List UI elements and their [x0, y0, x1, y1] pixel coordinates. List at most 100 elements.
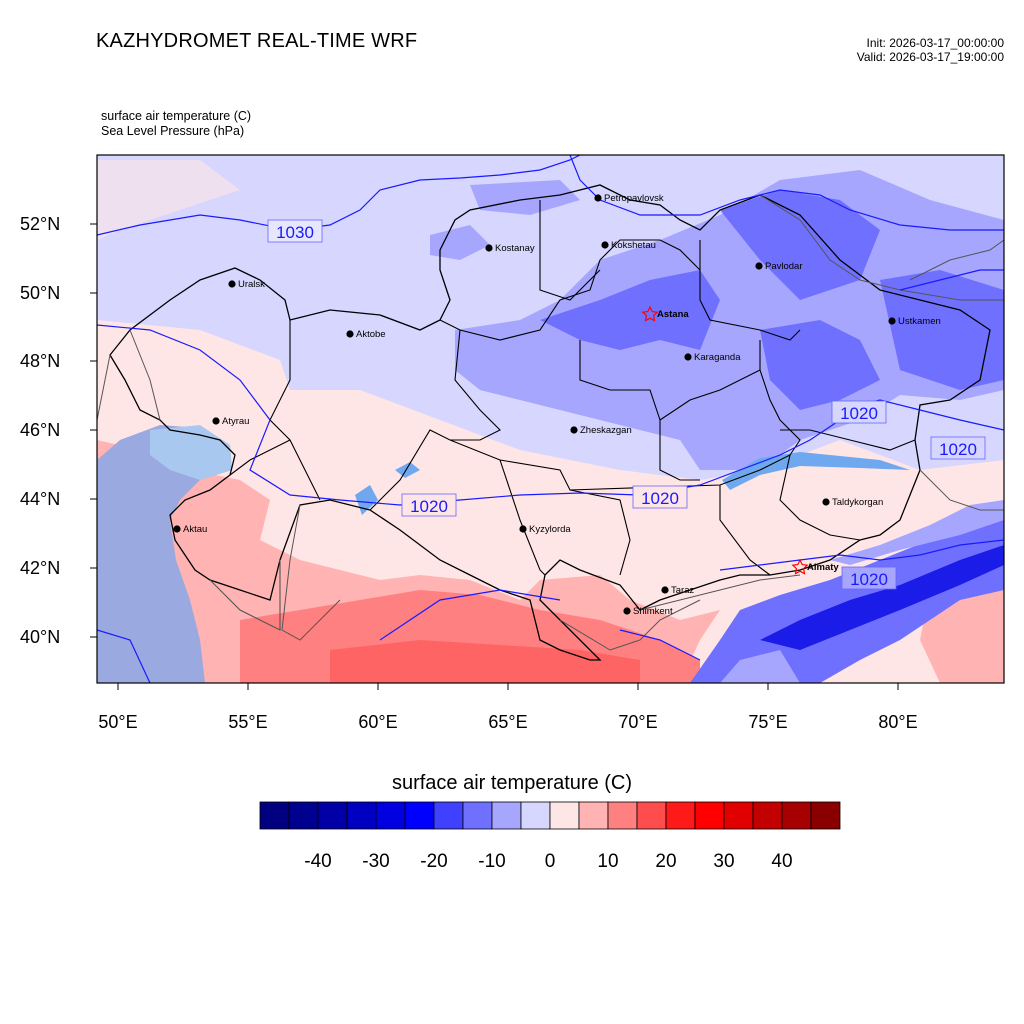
- colorbar-swatch: [520, 801, 551, 830]
- lat-label: 40°N: [20, 627, 60, 647]
- isobar-label-1020: 1020: [401, 493, 457, 517]
- colorbar-swatch: [665, 801, 696, 830]
- longitude-labels: 50°E 55°E 60°E 65°E 70°E 75°E 80°E: [98, 712, 917, 732]
- colorbar-swatch: [549, 801, 580, 830]
- colorbar-tick-label: -10: [478, 851, 505, 872]
- colorbar: [259, 801, 841, 830]
- city-zheskazgan: Zheskazgan: [570, 425, 632, 436]
- colorbar-tick-labels: -40 -30 -20 -10 0 10 20 30 40: [304, 851, 792, 872]
- variable-legend: surface air temperature (C) Sea Level Pr…: [101, 109, 251, 139]
- isobar-label-text: 1020: [840, 404, 878, 423]
- lon-label: 55°E: [228, 712, 267, 732]
- capital-star-icon: [641, 305, 659, 322]
- city-pavlodar: Pavlodar: [755, 261, 803, 272]
- city-astana: Astana: [641, 305, 689, 322]
- city-almaty: Almaty: [791, 558, 839, 575]
- colorbar-swatch: [317, 801, 348, 830]
- svg-text:Taldykorgan: Taldykorgan: [832, 497, 883, 508]
- svg-text:Uralsk: Uralsk: [238, 279, 265, 290]
- city-uralsk: Uralsk: [228, 279, 265, 290]
- lon-label: 50°E: [98, 712, 137, 732]
- colorbar-swatch: [375, 801, 406, 830]
- lat-label: 48°N: [20, 351, 60, 371]
- isobar-label-text: 1020: [410, 497, 448, 516]
- colorbar-tick-label: 30: [713, 851, 734, 872]
- svg-text:Atyrau: Atyrau: [222, 416, 249, 427]
- lat-label: 50°N: [20, 283, 60, 303]
- colorbar-tick-label: 10: [597, 851, 618, 872]
- colorbar-swatch: [810, 801, 841, 830]
- city-taraz: Taraz: [661, 585, 694, 596]
- svg-text:Taraz: Taraz: [671, 585, 694, 596]
- svg-text:Zheskazgan: Zheskazgan: [580, 425, 632, 436]
- city-karaganda: Karaganda: [684, 352, 741, 363]
- colorbar-swatch: [404, 801, 435, 830]
- colorbar-tick-label: -40: [304, 851, 331, 872]
- colorbar-swatch: [578, 801, 609, 830]
- colorbar-swatch: [491, 801, 522, 830]
- colorbar-swatch: [259, 801, 290, 830]
- lat-label: 46°N: [20, 420, 60, 440]
- lat-label: 42°N: [20, 558, 60, 578]
- city-markers: Petropavlovsk Kostanay Kokshetau Pavloda…: [173, 193, 941, 617]
- latitude-axis: [90, 223, 97, 638]
- city-ustkamen: Ustkamen: [888, 316, 941, 327]
- svg-text:Kyzylorda: Kyzylorda: [529, 524, 571, 535]
- isobar-labels: 1030 1020 1020 1020 1020 1020: [267, 219, 986, 590]
- svg-text:Astana: Astana: [657, 309, 689, 320]
- colorbar-tick-label: 20: [655, 851, 676, 872]
- city-kyzylorda: Kyzylorda: [519, 524, 571, 535]
- svg-text:Karaganda: Karaganda: [694, 352, 741, 363]
- city-taldykorgan: Taldykorgan: [822, 497, 883, 508]
- svg-text:Aktau: Aktau: [183, 524, 207, 535]
- colorbar-swatch: [694, 801, 725, 830]
- map-frame: [96, 154, 1005, 684]
- lon-label: 70°E: [618, 712, 657, 732]
- colorbar-swatch: [288, 801, 319, 830]
- svg-text:Kokshetau: Kokshetau: [611, 240, 656, 251]
- colorbar-swatch: [607, 801, 638, 830]
- colorbar-tick-label: 0: [545, 851, 556, 872]
- isobar-label-1020: 1020: [841, 566, 897, 590]
- colorbar-swatch: [433, 801, 464, 830]
- colorbar-title: surface air temperature (C): [391, 772, 633, 794]
- svg-text:Almaty: Almaty: [807, 562, 839, 573]
- isobar-label-text: 1020: [939, 440, 977, 459]
- map-title: KAZHYDROMET REAL-TIME WRF: [96, 30, 418, 52]
- isobar-label-1020: 1020: [831, 400, 887, 424]
- city-atyrau: Atyrau: [212, 416, 249, 427]
- lon-label: 75°E: [748, 712, 787, 732]
- lat-label: 52°N: [20, 214, 60, 234]
- isobar-label-1020: 1020: [930, 436, 986, 460]
- lon-label: 65°E: [488, 712, 527, 732]
- latitude-labels: 52°N 50°N 48°N 46°N 44°N 42°N 40°N: [20, 214, 60, 647]
- svg-text:Ustkamen: Ustkamen: [898, 316, 941, 327]
- svg-text:Kostanay: Kostanay: [495, 243, 535, 254]
- run-time-info: Init: 2026-03-17_00:00:00 Valid: 2026-03…: [857, 36, 1004, 64]
- city-petropavlovsk: Petropavlovsk: [594, 193, 664, 204]
- svg-text:Shimkent: Shimkent: [633, 606, 673, 617]
- borders: [97, 184, 1004, 661]
- colorbar-tick-label: -30: [362, 851, 389, 872]
- variable-pressure-label: Sea Level Pressure (hPa): [101, 124, 245, 138]
- colorbar-swatch: [723, 801, 754, 830]
- colorbar-swatch: [781, 801, 812, 830]
- isobar-label-1020: 1020: [632, 485, 688, 509]
- colorbar-tick-label: -20: [420, 851, 447, 872]
- isobar-label-text: 1030: [276, 223, 314, 242]
- city-shimkent: Shimkent: [623, 606, 673, 617]
- colorbar-swatch: [462, 801, 493, 830]
- svg-text:Aktobe: Aktobe: [356, 329, 386, 340]
- longitude-axis: [117, 683, 899, 690]
- variable-temperature-label: surface air temperature (C): [101, 109, 252, 123]
- colorbar-swatch: [636, 801, 667, 830]
- isobar-label-text: 1020: [641, 489, 679, 508]
- lon-label: 60°E: [358, 712, 397, 732]
- lat-label: 44°N: [20, 489, 60, 509]
- city-aktau: Aktau: [173, 524, 207, 535]
- capital-star-icon: [791, 558, 809, 575]
- valid-time: Valid: 2026-03-17_19:00:00: [856, 50, 1004, 64]
- city-aktobe: Aktobe: [346, 329, 386, 340]
- colorbar-tick-label: 40: [771, 851, 792, 872]
